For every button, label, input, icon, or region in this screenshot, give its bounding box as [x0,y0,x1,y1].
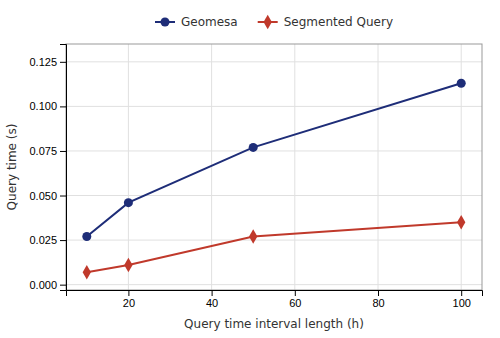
x-tick-mark [212,290,213,296]
x-tick-label: 60 [289,297,301,309]
grid-line-y [66,284,482,285]
legend-label: Segmented Query [284,15,393,29]
series-line [87,83,461,236]
y-tick-label: 0.025 [29,234,57,246]
grid-line-x [128,44,129,290]
x-tick-mark [128,290,129,296]
grid [66,44,482,290]
x-axis-title: Query time interval length (h) [184,317,364,331]
series-line [87,222,461,272]
grid-line-y [66,195,482,196]
y-tick-label: 0.125 [29,56,57,68]
y-axis-title: Query time (s) [5,124,19,211]
plot-area: 20 40 60 80 100 0.000 0.025 0.050 0.075 0.100 0.12… [29,44,482,309]
y-tick-label: 0.075 [29,145,57,157]
x-axis: 20 40 60 80 100 [67,290,483,309]
legend: Geomesa Segmented Query [155,15,393,29]
x-tick-mark [378,290,379,296]
y-tick-label: 0.000 [29,279,57,291]
x-tick-mark [295,290,296,296]
series-point [457,215,465,229]
chart: 20 40 60 80 100 0.000 0.025 0.050 0.075 0.100 0.12… [0,0,500,338]
x-tick-label: 40 [206,297,218,309]
y-axis: 0.000 0.025 0.050 0.075 0.100 0.125 [29,45,66,291]
series-point [457,79,466,88]
grid-line-y [66,150,482,151]
y-tick-mark [60,62,66,63]
y-tick-mark [60,196,66,197]
series-point [83,265,91,279]
grid-line-x [294,44,295,290]
y-tick: 0.075 [29,145,66,157]
series-point [249,143,258,152]
series-point [124,258,132,272]
x-tick: 40 [206,290,218,309]
y-tick: 0.125 [29,56,66,68]
series-point [249,229,257,243]
legend-swatch-marker [160,17,169,26]
series-point [124,198,133,207]
y-tick: 0.000 [29,279,66,291]
grid-line-y [66,61,482,62]
grid-line-y [66,240,482,241]
grid-line-y [66,106,482,107]
plot-frame [66,44,482,290]
y-tick: 0.025 [29,234,66,246]
x-axis-line [67,291,483,297]
x-tick: 60 [289,290,301,309]
x-tick: 100 [453,290,471,309]
y-tick-label: 0.100 [29,100,57,112]
x-tick-label: 20 [123,297,135,309]
legend-swatch-marker [264,15,272,29]
y-tick: 0.100 [29,100,66,112]
y-tick-mark [60,151,66,152]
series-point [82,232,91,241]
y-tick-mark [60,240,66,241]
x-tick-label: 80 [372,297,384,309]
x-tick: 80 [372,290,384,309]
x-tick-label: 100 [453,297,471,309]
y-tick-mark [60,285,66,286]
y-axis-line [60,45,67,291]
y-tick-mark [60,106,66,107]
y-tick-label: 0.050 [29,190,57,202]
legend-label: Geomesa [181,15,238,29]
y-tick: 0.050 [29,190,66,202]
legend-item: Segmented Query [258,15,393,29]
x-tick: 20 [123,290,135,309]
x-tick-mark [461,290,462,296]
grid-line-x [378,44,379,290]
legend-item: Geomesa [155,15,238,29]
series-group [82,79,465,280]
